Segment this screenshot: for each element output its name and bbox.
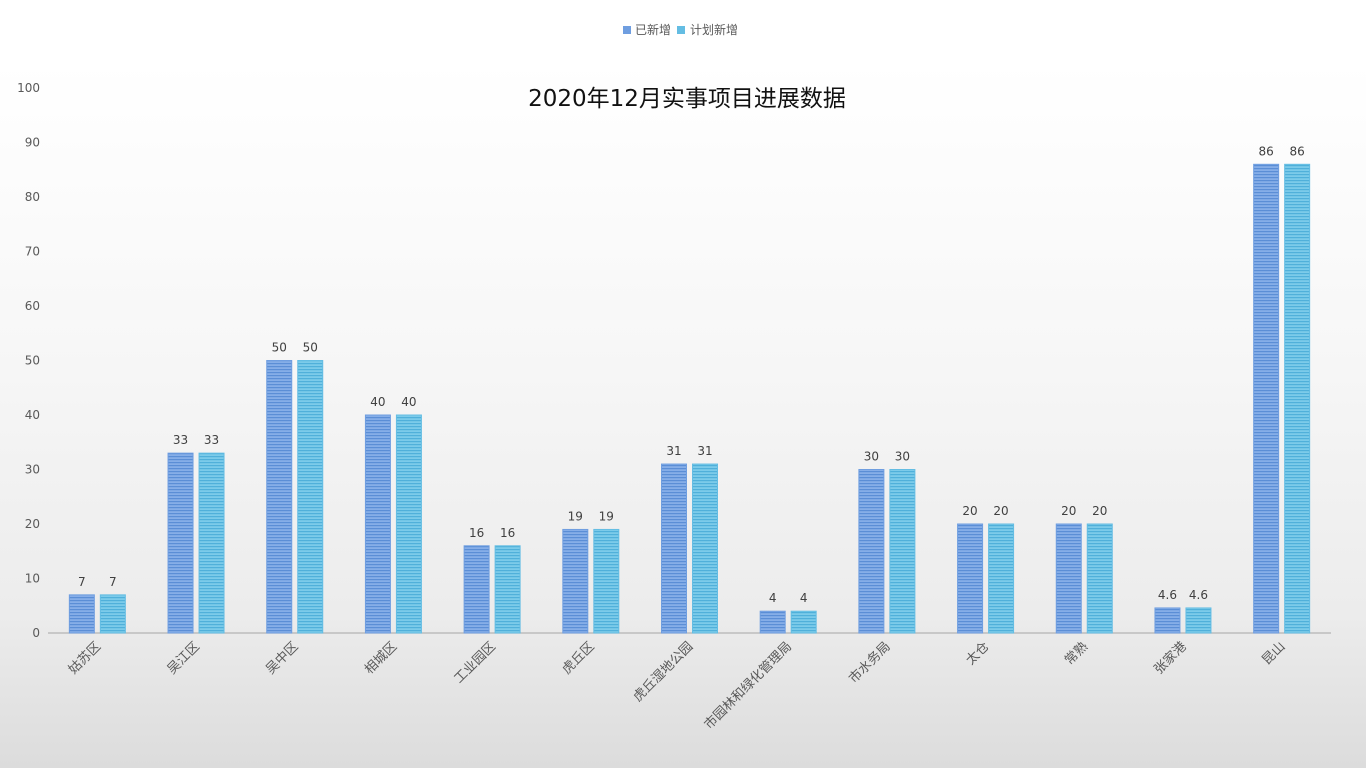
y-tick-label: 80	[25, 190, 40, 204]
data-label-planned: 7	[109, 575, 117, 589]
bar-planned	[790, 610, 817, 634]
y-tick-label: 90	[25, 136, 40, 150]
bar-planned	[1086, 523, 1113, 634]
data-label-existing: 86	[1259, 144, 1274, 158]
bar-existing	[661, 463, 687, 634]
data-label-planned: 50	[303, 341, 318, 355]
bar-existing	[463, 545, 490, 634]
data-label-existing: 4.6	[1158, 588, 1177, 602]
bar-planned	[692, 463, 718, 634]
bar-planned	[988, 523, 1015, 634]
bar-existing	[858, 469, 885, 634]
data-label-planned: 4.6	[1189, 588, 1208, 602]
x-tick-label: 工业园区	[452, 639, 499, 686]
y-tick-label: 40	[25, 408, 40, 422]
data-label-planned: 86	[1290, 144, 1305, 158]
data-label-existing: 40	[370, 395, 385, 409]
data-label-planned: 31	[697, 444, 712, 458]
x-tick-label: 吴中区	[263, 639, 301, 677]
legend-swatch-existing	[623, 26, 631, 34]
y-tick-label: 70	[25, 245, 40, 259]
bar-existing	[266, 360, 293, 634]
bar-planned	[494, 545, 521, 634]
y-tick-label: 20	[25, 517, 40, 531]
data-label-planned: 40	[401, 395, 416, 409]
data-label-existing: 30	[864, 450, 879, 464]
x-tick-label: 市水务局	[846, 639, 894, 687]
y-tick-label: 10	[25, 572, 40, 586]
y-tick-label: 0	[32, 626, 40, 640]
legend-label-planned: 计划新增	[690, 22, 738, 37]
x-tick-label: 常熟	[1061, 639, 1091, 669]
bar-planned	[593, 528, 620, 634]
bar-existing	[167, 452, 194, 634]
y-tick-label: 50	[25, 354, 40, 368]
x-tick-label: 相城区	[362, 639, 400, 677]
x-tick-label: 昆山	[1259, 639, 1288, 668]
data-label-existing: 16	[469, 526, 484, 540]
legend-swatch-planned	[677, 26, 685, 34]
data-label-existing: 33	[173, 433, 188, 447]
bar-planned	[1185, 607, 1212, 634]
data-label-planned: 33	[204, 433, 219, 447]
bar-planned	[198, 452, 225, 634]
data-label-existing: 20	[962, 504, 977, 518]
x-tick-label: 市园林和绿化管理局	[701, 639, 795, 733]
y-tick-label: 60	[25, 299, 40, 313]
data-label-existing: 7	[78, 575, 86, 589]
x-tick-label: 虎丘湿地公园	[631, 639, 697, 705]
y-axis: 0 10 20 30 40 50 60 70 80 90 100	[17, 81, 40, 640]
bar-planned	[1284, 163, 1311, 634]
bar-existing	[957, 523, 984, 634]
chart-title: 2020年12月实事项目进展数据	[528, 86, 846, 112]
bar-existing	[68, 594, 95, 634]
legend: 已新增 计划新增	[623, 22, 738, 37]
data-label-existing: 19	[568, 509, 583, 523]
y-tick-label: 30	[25, 463, 40, 477]
data-label-planned: 19	[599, 509, 614, 523]
data-label-existing: 50	[272, 341, 287, 355]
data-label-existing: 4	[769, 591, 777, 605]
x-tick-label: 虎丘区	[559, 639, 597, 677]
data-label-existing: 20	[1061, 504, 1076, 518]
bar-planned	[297, 360, 324, 634]
y-tick-label: 100	[17, 81, 40, 95]
bar-existing	[562, 528, 589, 634]
data-label-planned: 4	[800, 591, 808, 605]
bar-existing	[1253, 163, 1280, 634]
bar-existing	[1055, 523, 1082, 634]
bar-planned	[889, 469, 916, 634]
bar-planned	[395, 414, 422, 634]
data-label-planned: 20	[1092, 504, 1107, 518]
bar-existing	[364, 414, 391, 634]
bars	[68, 163, 1311, 634]
data-label-planned: 20	[993, 504, 1008, 518]
x-tick-label: 姑苏区	[65, 639, 104, 678]
x-axis: 姑苏区 吴江区 吴中区 相城区 工业园区 虎丘区 虎丘湿地公园 市园林和绿化管理局 市水务局 太仓…	[65, 639, 1288, 733]
data-label-planned: 16	[500, 526, 515, 540]
data-label-planned: 30	[895, 450, 910, 464]
data-labels: 7 7 33 33 50 50 40 40 16 16 19 19 31 31 4 4 30 30 20 20 20 20…	[78, 144, 1305, 605]
x-tick-label: 吴江区	[165, 639, 203, 677]
bar-planned	[99, 594, 126, 634]
x-tick-label: 太仓	[963, 639, 992, 668]
x-tick-label: 张家港	[1151, 639, 1190, 678]
data-label-existing: 31	[666, 444, 681, 458]
bar-existing	[759, 610, 786, 634]
legend-label-existing: 已新增	[635, 22, 671, 37]
bar-existing	[1154, 607, 1181, 634]
